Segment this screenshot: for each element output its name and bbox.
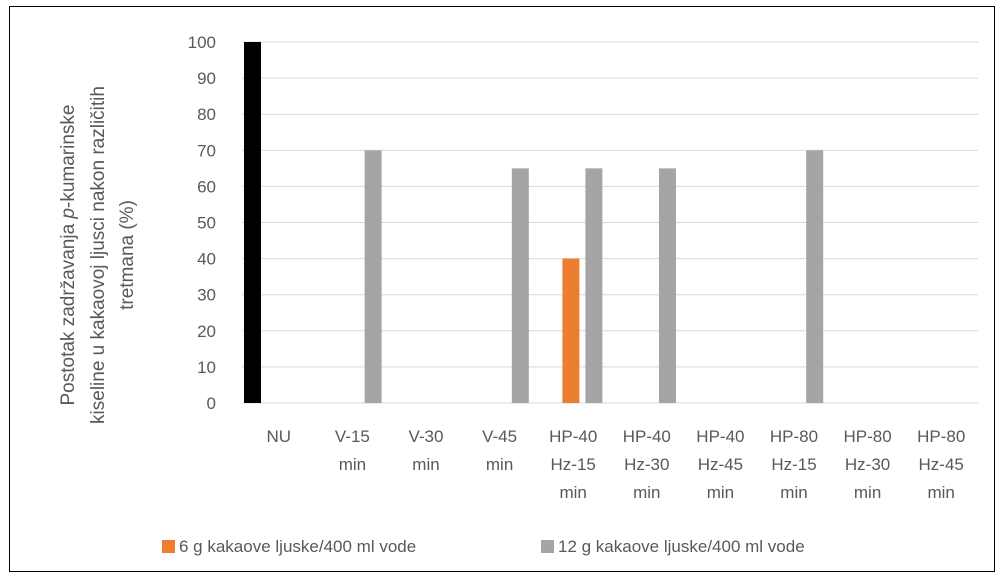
bar-series-2 [511,168,529,403]
x-category-label: Hz-30 [624,455,669,474]
y-tick-label: 60 [197,177,216,196]
x-category-label: HP-80 [770,427,818,446]
y-axis-ticks: 0 10 20 30 40 50 60 70 80 90 100 [188,33,216,413]
bars [244,42,824,403]
legend-swatch [541,540,554,553]
x-category-label: min [707,483,734,502]
y-tick-label: 10 [197,358,216,377]
legend-label: 6 g kakaove ljuske/400 ml vode [179,537,416,556]
legend-label: 12 g kakaove ljuske/400 ml vode [558,537,805,556]
gridlines [242,41,978,404]
y-tick-label: 100 [188,33,216,52]
bar-series-2 [659,168,676,403]
y-tick-label: 40 [197,250,216,269]
y-tick-label: 0 [207,394,216,413]
y-tick-label: 70 [197,141,216,160]
y-tick-label: 90 [197,69,216,88]
x-category-label: HP-80 [917,427,965,446]
x-category-label: Hz-15 [771,455,816,474]
x-category-label: min [927,483,954,502]
x-category-label: min [486,455,513,474]
y-axis-title-line: Postotak zadržavanja p-kumarinske [58,104,79,405]
x-category-label: HP-40 [696,427,744,446]
bar-series-2 [585,168,603,403]
x-category-label: min [412,455,439,474]
bar-series-2 [364,150,382,403]
y-tick-label: 30 [197,286,216,305]
x-category-label: V-15 [335,427,370,446]
x-category-label: min [633,483,660,502]
x-category-label: NU [267,427,292,446]
chart-frame [9,6,995,572]
x-category-label: HP-80 [844,427,892,446]
y-axis-label: Postotak zadržavanja p-kumarinske kiselin… [58,86,138,424]
x-category-label: Hz-30 [845,455,890,474]
x-axis-categories: NU V-15 min V-30 min V-45 min HP-40 Hz-15 min HP-4… [267,427,966,502]
y-tick-label: 80 [197,105,216,124]
bar-series-1 [562,258,580,403]
x-category-label: HP-40 [623,427,671,446]
x-category-label: min [780,483,807,502]
x-category-label: HP-40 [549,427,597,446]
x-category-label: Hz-45 [698,455,743,474]
x-category-label: V-45 [482,427,517,446]
y-axis-title: Postotak zadržavanja p-kumarinske kiselin… [58,86,138,424]
x-category-label: min [854,483,881,502]
legend: 6 g kakaove ljuske/400 ml vode 12 g kakao… [162,537,805,556]
legend-swatch [162,540,175,553]
bar-series-2 [806,150,824,403]
y-tick-label: 50 [197,214,216,233]
bar-baseline [244,42,261,403]
x-category-label: min [339,455,366,474]
x-category-label: min [559,483,586,502]
y-axis-title-line: tretmana (%) [117,200,138,310]
y-axis-title-line: kiseline u kakaovoj ljusci nakon različi… [88,86,109,424]
x-category-label: Hz-45 [919,455,964,474]
x-category-label: V-30 [409,427,444,446]
x-category-label: Hz-15 [551,455,596,474]
y-tick-label: 20 [197,322,216,341]
